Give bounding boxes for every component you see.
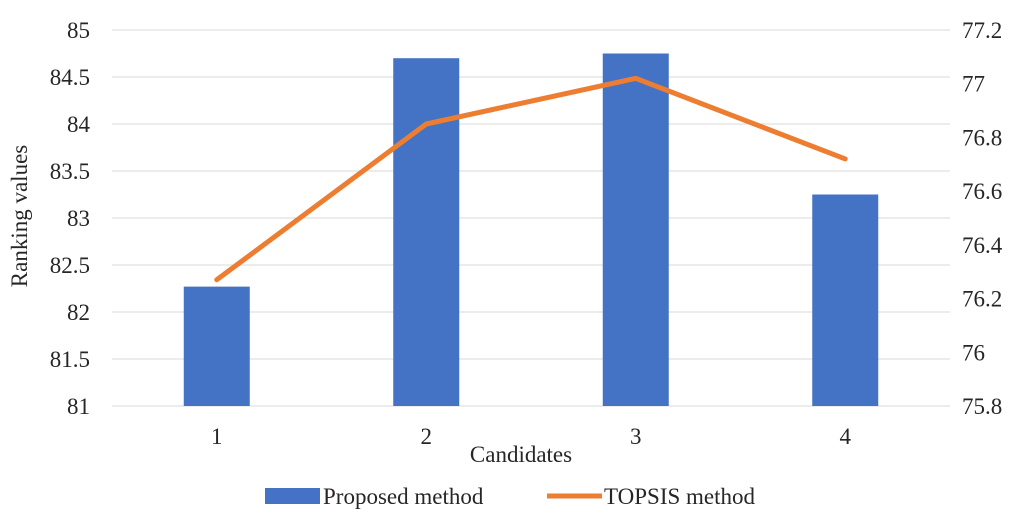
left-tick-label: 83 [67,206,90,231]
left-axis-ticks: 81 81.5 82 82.5 83 83.5 84 84.5 85 [50,18,91,419]
x-tick-label: 2 [421,424,433,449]
topsis-line [217,78,846,279]
right-tick-label: 76.2 [962,287,1002,312]
x-tick-label: 1 [211,424,223,449]
legend: Proposed method TOPSIS method [265,484,756,509]
right-axis-ticks: 75.8 76 76.2 76.4 76.6 76.8 77 77.2 [962,18,1003,419]
left-tick-label: 84.5 [50,65,90,90]
right-tick-label: 76.4 [962,233,1003,258]
left-tick-label: 82.5 [50,253,90,278]
line-series-topsis [217,78,846,280]
right-tick-label: 75.8 [962,394,1002,419]
right-tick-label: 77 [962,72,985,97]
left-tick-label: 85 [67,18,90,43]
bar-2 [393,58,459,406]
y-axis-title: Ranking values [7,145,32,287]
left-tick-label: 81.5 [50,347,90,372]
x-tick-label: 3 [630,424,642,449]
x-tick-label: 4 [840,424,852,449]
right-tick-label: 76.8 [962,125,1002,150]
right-tick-label: 77.2 [962,18,1002,43]
left-tick-label: 82 [67,300,90,325]
legend-swatch-proposed [265,488,320,504]
left-tick-label: 84 [67,112,91,137]
right-tick-label: 76.6 [962,179,1002,204]
bar-3 [603,54,669,407]
right-tick-label: 76 [962,340,985,365]
x-axis-title: Candidates [470,442,572,467]
bar-1 [184,287,250,406]
bar-4 [812,195,878,407]
legend-label-proposed: Proposed method [323,484,484,509]
legend-label-topsis: TOPSIS method [604,484,756,509]
left-tick-label: 81 [67,394,90,419]
left-tick-label: 83.5 [50,159,90,184]
